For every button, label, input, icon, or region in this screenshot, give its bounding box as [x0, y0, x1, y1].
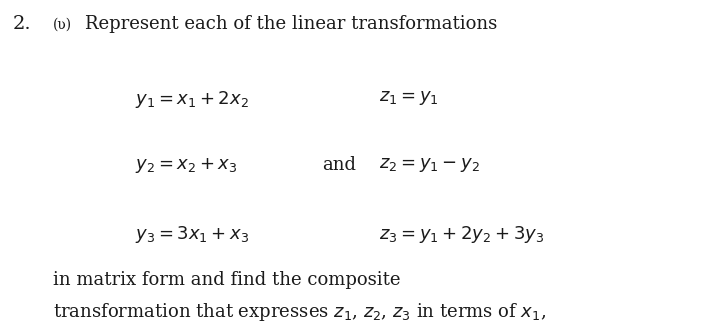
Text: and: and	[322, 156, 356, 174]
Text: in matrix form and find the composite: in matrix form and find the composite	[53, 271, 401, 290]
Text: $z_1 = y_1$: $z_1 = y_1$	[379, 89, 438, 107]
Text: Represent each of the linear transformations: Represent each of the linear transformat…	[85, 15, 497, 33]
Text: $z_2 = y_1 - y_2$: $z_2 = y_1 - y_2$	[379, 156, 479, 174]
Text: $y_2 = x_2 + x_3$: $y_2 = x_2 + x_3$	[135, 156, 237, 175]
Text: (ʋ): (ʋ)	[53, 18, 72, 32]
Text: 2.: 2.	[13, 15, 31, 33]
Text: $y_3 = 3x_1 + x_3$: $y_3 = 3x_1 + x_3$	[135, 224, 249, 245]
Text: $y_1 = x_1 + 2x_2$: $y_1 = x_1 + 2x_2$	[135, 89, 249, 110]
Text: $z_3 = y_1 + 2y_2 + 3y_3$: $z_3 = y_1 + 2y_2 + 3y_3$	[379, 224, 544, 245]
Text: transformation that expresses $z_1$, $z_2$, $z_3$ in terms of $x_1$,: transformation that expresses $z_1$, $z_…	[53, 301, 546, 323]
